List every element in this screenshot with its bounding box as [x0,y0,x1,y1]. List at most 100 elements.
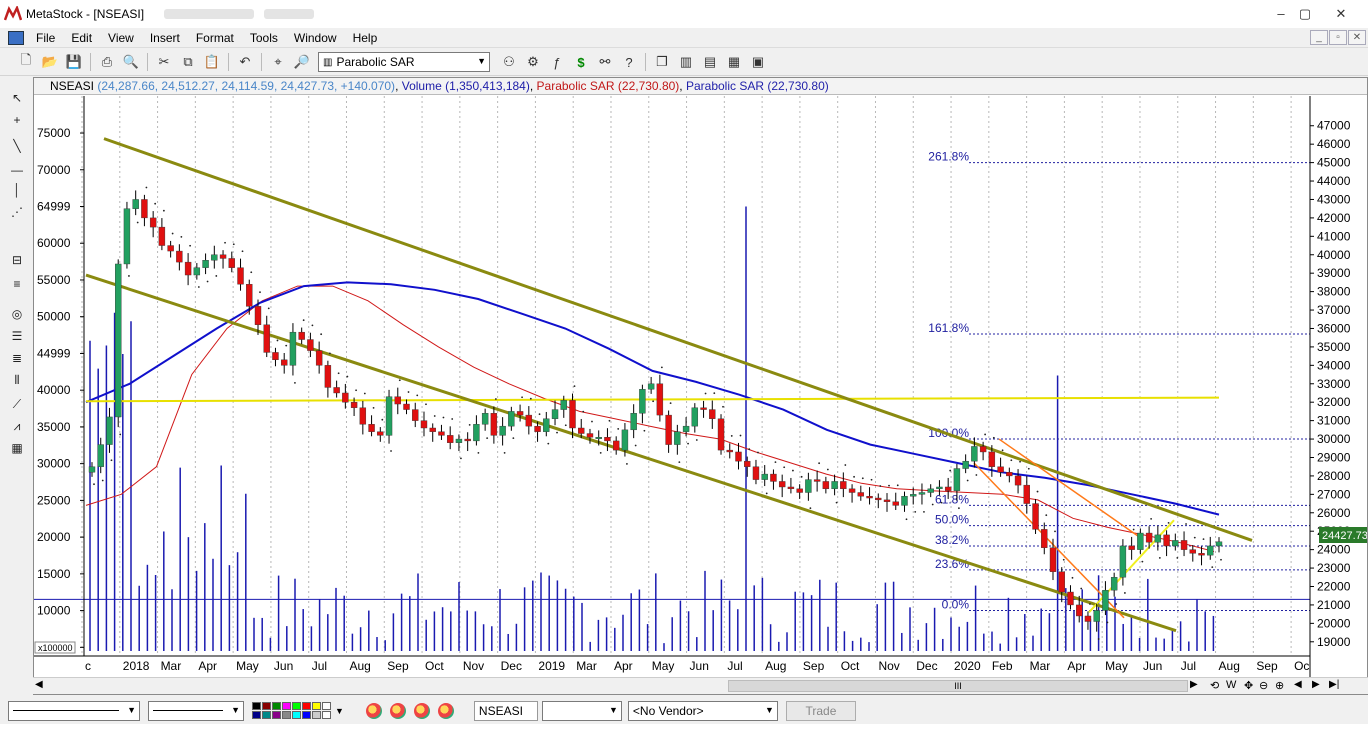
menu-format[interactable]: Format [195,30,234,45]
candle-down [1067,591,1074,606]
cut-icon[interactable]: ✂ [158,54,170,69]
trade-button[interactable]: Trade [785,700,856,721]
regression-icon[interactable]: ⟋ [12,397,22,411]
system-tester-icon[interactable]: ⚙ [527,54,539,69]
indicator-select[interactable]: ▥ Parabolic SAR ▼ [318,52,490,72]
grid-icon[interactable]: ▦ [11,441,23,455]
menu-insert[interactable]: Insert [149,30,180,45]
zoom-icon[interactable]: 🔎 [293,54,311,69]
zoom-in-icon[interactable]: ⊕ [1275,680,1285,692]
menu-help[interactable]: Help [352,30,378,45]
refresh-icon[interactable]: ⟲ [1210,680,1220,692]
print-preview-icon[interactable]: 🔍 [122,54,140,69]
sar-dot [765,492,768,495]
tile-horizontal-icon[interactable]: ▤ [703,54,717,69]
fibonacci-timezones-icon[interactable]: ⦀ [14,373,20,387]
tile-vertical-icon[interactable]: ▥ [679,54,693,69]
mdi-minimize-button[interactable]: _ [1310,30,1328,45]
sar-dot [110,459,113,462]
document-icon[interactable] [8,30,24,45]
open-folder-icon[interactable]: 📂 [41,54,59,69]
step-back-icon[interactable]: ◀ [1294,679,1302,690]
maximize-button[interactable]: ▢ [1298,6,1312,21]
arrange-icon[interactable]: ▣ [751,54,765,69]
candle-up [481,413,489,425]
new-file-icon[interactable]: 🗋 [20,52,32,67]
candle-down [857,492,865,497]
line-style-select[interactable]: ▼ [8,700,140,721]
tile-grid-icon[interactable]: ▦ [727,54,741,69]
chrome-circle-icon[interactable] [413,702,430,719]
vertical-line-icon[interactable]: │ [13,183,21,197]
speed-resistance-icon[interactable]: ⋰ [11,205,23,219]
menu-window[interactable]: Window [293,30,337,45]
copy-icon[interactable]: ⧉ [183,54,193,69]
scroll-thumb[interactable]: III [728,680,1188,692]
right-axis-label: 36000 [1317,321,1351,335]
price-chart[interactable]: 261.8%161.8%100.0%61.8%50.0%38.2%23.6%0.… [34,96,1367,678]
chrome-circle-icon[interactable] [437,702,454,719]
menu-view[interactable]: View [108,30,134,45]
candle-up [1119,545,1127,578]
scroll-right-icon[interactable]: ▶ [1190,679,1198,690]
cycle-icon[interactable]: ◎ [11,307,23,321]
channel-icon[interactable]: ⊟ [11,253,23,267]
explorer-binoculars-icon[interactable]: ⚯ [599,54,611,69]
line-width-select[interactable]: ▼ [148,700,244,721]
help-pointer-icon[interactable]: ? [625,54,633,70]
palette-chevron-down-icon[interactable]: ▼ [335,705,344,716]
periodicity-weekly-button[interactable]: W [1226,679,1237,691]
candle-up [682,425,690,432]
left-axis-label: 60000 [37,236,71,250]
pointer-icon[interactable]: ↖ [11,91,23,105]
print-icon[interactable]: ⎙ [101,54,113,69]
menu-tools[interactable]: Tools [249,30,278,45]
sar-dot [730,435,733,437]
sar-dot [206,280,209,283]
fibonacci-arc-icon[interactable]: ≣ [11,351,23,365]
chrome-circle-icon[interactable] [389,702,406,719]
menu-file[interactable]: File [36,30,56,45]
horizontal-line-icon[interactable]: — [11,163,23,177]
mdi-restore-button[interactable]: ▫ [1329,30,1347,45]
cascade-icon[interactable]: ❐ [656,54,668,69]
chrome-circle-icon[interactable] [365,702,382,719]
fibonacci-retracement-icon[interactable]: ☰ [11,329,23,343]
menu-edit[interactable]: Edit [71,30,93,45]
vendor-select[interactable]: <No Vendor> ▼ [627,700,778,721]
sar-dot [739,434,742,437]
crosshair-icon[interactable]: ⌖ [274,54,282,69]
pan-icon[interactable]: ✥ [1244,680,1254,692]
chart-scrollbar[interactable]: ◀ III ▶ ⟲ W ✥ ⊖ ⊕ ◀ ▶ ▶| [33,677,1368,694]
expert-advisor-icon[interactable]: ⚇ [503,54,515,69]
mdi-close-button[interactable]: ✕ [1348,30,1366,45]
candle-up [962,460,969,469]
step-forward-icon[interactable]: ▶ [1312,679,1320,690]
sar-dot [1010,459,1013,462]
dollar-icon[interactable]: $ [577,54,585,70]
tirone-levels-icon[interactable]: ≡ [13,277,21,291]
trendline-icon[interactable]: ╲ [13,139,21,153]
minimize-button[interactable]: – [1277,6,1285,21]
right-axis-label: 33000 [1317,377,1351,391]
zoom-out-icon[interactable]: ⊖ [1259,680,1269,692]
candle-up [1207,545,1214,556]
symbol-box[interactable]: NSEASI [473,700,538,721]
candle-up [551,409,559,419]
jump-end-icon[interactable]: ▶| [1329,679,1340,690]
crosshair-tool-icon[interactable]: + [13,113,21,127]
undo-icon[interactable]: ↶ [239,54,251,69]
save-icon[interactable]: 💾 [65,54,83,69]
sar-dot [320,333,323,336]
gann-fan-icon[interactable]: ⩘ [13,419,21,433]
close-button[interactable]: ✕ [1335,6,1347,21]
scroll-left-icon[interactable]: ◀ [35,679,43,690]
color-palette[interactable] [252,702,331,719]
paste-icon[interactable]: 📋 [203,54,221,69]
security-select[interactable]: ▼ [541,700,622,721]
x-axis-label: May [236,659,259,673]
candle-down [141,199,148,219]
candle-down [534,425,541,432]
chevron-down-icon: ▼ [765,704,774,715]
formula-icon[interactable]: ƒ [553,54,561,70]
